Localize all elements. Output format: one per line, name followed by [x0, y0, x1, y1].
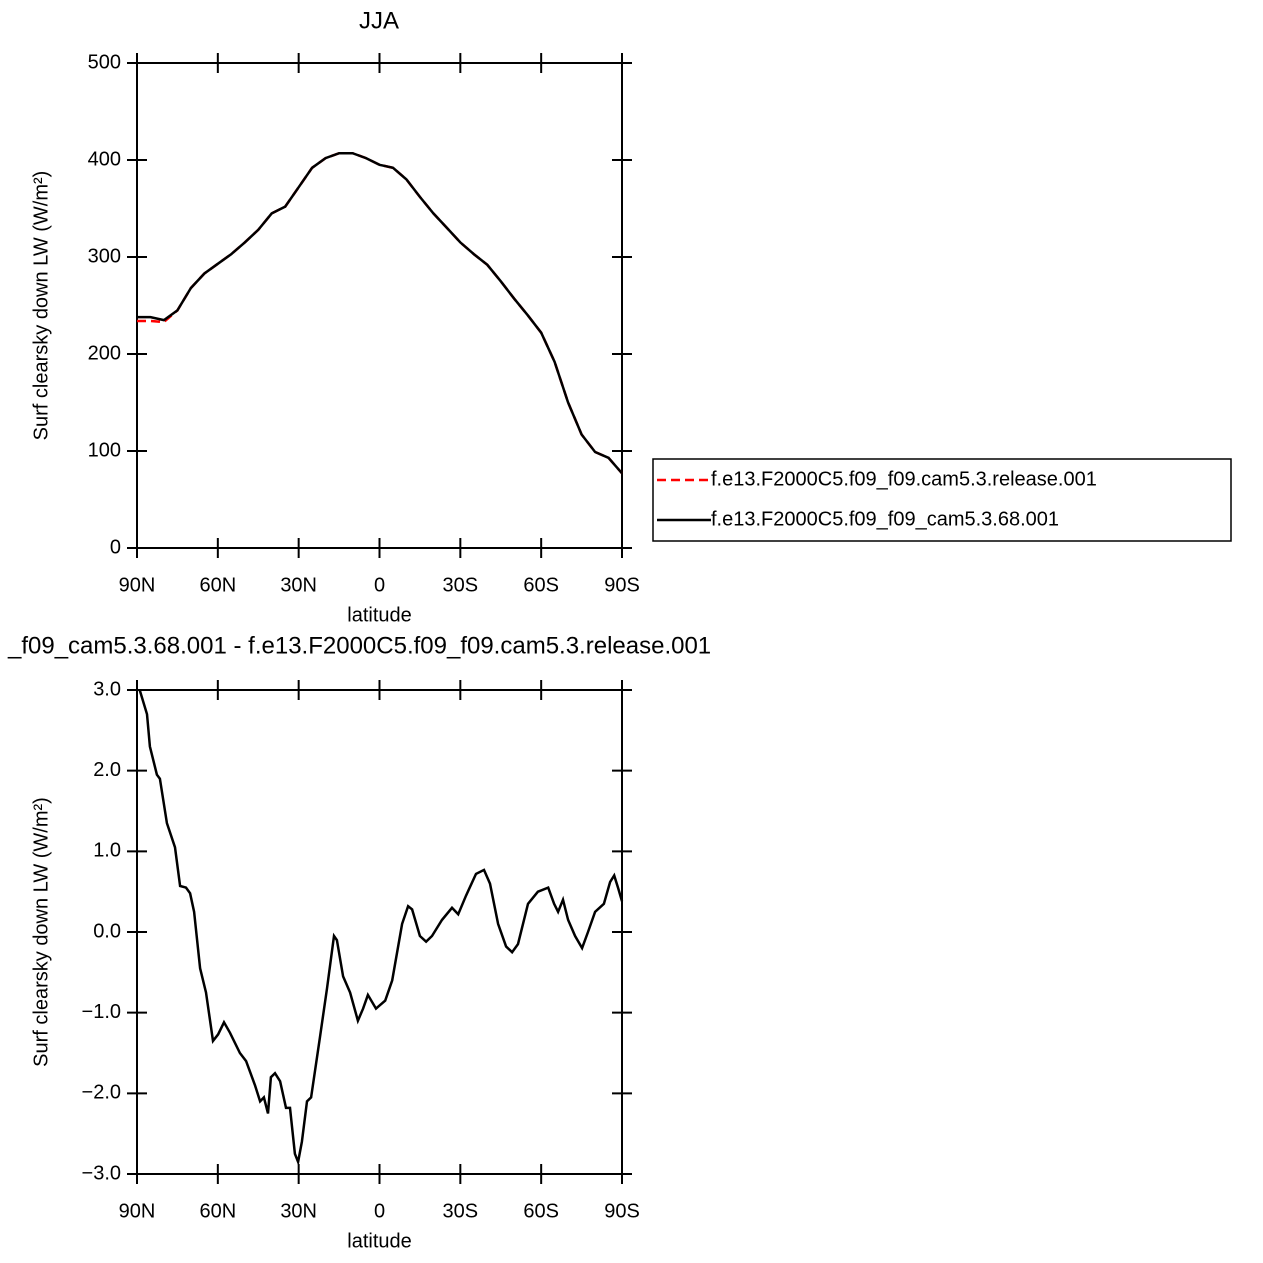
y-tick-label: 0 — [110, 536, 121, 558]
y-tick-label: 0.0 — [93, 920, 121, 942]
x-tick-label: 90S — [604, 1200, 640, 1222]
y-tick-label: 200 — [88, 342, 121, 364]
data-line — [137, 151, 623, 475]
x-tick-label: 60N — [199, 1200, 236, 1222]
x-tick-label: 30S — [443, 574, 479, 596]
legend-label: f.e13.F2000C5.f09_f09.cam5.3.release.001 — [711, 468, 1097, 490]
y-tick-label: −3.0 — [82, 1162, 121, 1184]
x-tick-label: 90N — [119, 574, 156, 596]
y-tick-label: 1.0 — [93, 840, 121, 862]
legend-label: f.e13.F2000C5.f09_f09_cam5.3.68.001 — [711, 508, 1059, 530]
y-axis-label: Surf clearsky down LW (W/m²) — [30, 797, 52, 1067]
x-tick-label: 0 — [374, 1200, 385, 1222]
y-tick-label: 400 — [88, 148, 121, 170]
x-tick-label: 30S — [443, 1200, 479, 1222]
x-tick-label: 60N — [199, 574, 236, 596]
y-tick-label: −1.0 — [82, 1001, 121, 1023]
plot-frame — [136, 62, 623, 549]
data-line — [137, 151, 623, 475]
data-line — [138, 689, 624, 1167]
x-axis-label: latitude — [347, 1230, 412, 1252]
x-tick-label: 90N — [119, 1200, 156, 1222]
legend-box — [652, 458, 1232, 542]
x-tick-label: 60S — [523, 574, 559, 596]
y-tick-label: 300 — [88, 245, 121, 267]
chart-title: JJA — [359, 7, 399, 34]
x-axis-label: latitude — [347, 604, 412, 626]
y-tick-label: 100 — [88, 439, 121, 461]
chart-title: _f09_cam5.3.68.001 - f.e13.F2000C5.f09_f… — [7, 632, 711, 659]
x-tick-label: 0 — [374, 574, 385, 596]
x-tick-label: 30N — [280, 574, 317, 596]
x-tick-label: 90S — [604, 574, 640, 596]
y-axis-label: Surf clearsky down LW (W/m²) — [30, 171, 52, 441]
x-tick-label: 30N — [280, 1200, 317, 1222]
y-tick-label: −2.0 — [82, 1082, 121, 1104]
plot-frame — [136, 689, 623, 1175]
y-tick-label: 500 — [88, 51, 121, 73]
y-tick-label: 3.0 — [93, 678, 121, 700]
y-tick-label: 2.0 — [93, 759, 121, 781]
x-tick-label: 60S — [523, 1200, 559, 1222]
